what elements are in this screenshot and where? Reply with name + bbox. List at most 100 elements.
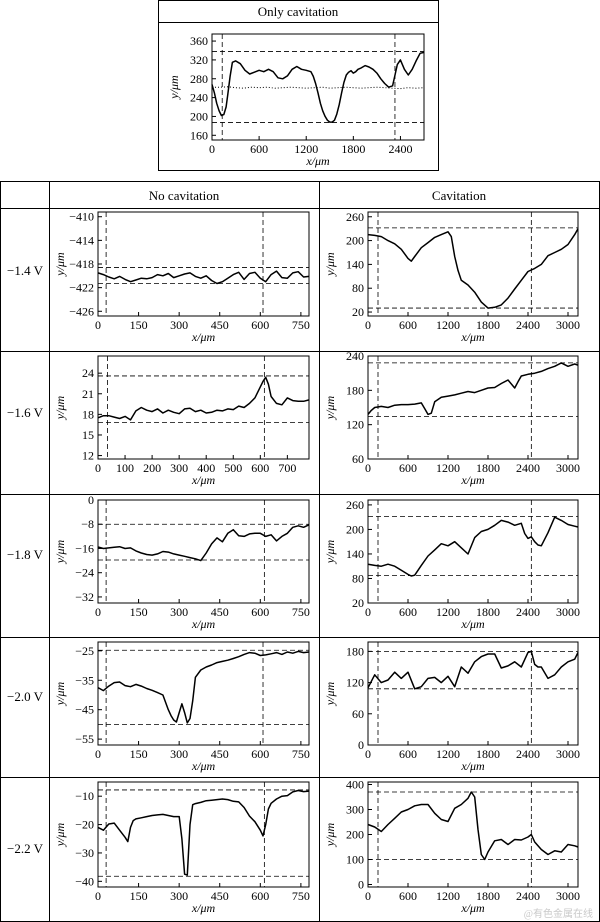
y-tick-label: 60: [352, 707, 364, 721]
x-tick-label: 0: [365, 605, 371, 619]
y-tick-label: 240: [346, 349, 364, 363]
x-tick-label: 450: [211, 318, 229, 332]
x-tick-label: 700: [278, 461, 296, 475]
x-axis-label: x/μm: [460, 473, 485, 487]
chart-c-2.0: 0 600 1200 1800 2400 3000 0 60 120 180 x/μm y/μm: [323, 641, 580, 773]
x-tick-label: 1800: [476, 318, 500, 332]
x-tick-label: 150: [130, 605, 148, 619]
x-tick-label: 2400: [516, 747, 540, 761]
y-tick-label: −32: [75, 590, 94, 604]
x-tick-label: 2400: [388, 142, 412, 156]
x-tick-label: 600: [251, 605, 269, 619]
y-tick-label: 140: [346, 547, 364, 561]
charts: 0 600 1200 1800 2400160200240280320360x/μmy/…: [53, 33, 580, 916]
plot-frame: [97, 781, 310, 888]
y-axis-label: y/μm: [53, 681, 67, 706]
x-tick-label: 1200: [294, 142, 318, 156]
x-axis-label: x/μm: [191, 330, 216, 344]
chart-c-2.2: 0 600 1200 1800 2400 3000 0 100 200 300 400 x/μm y/μ…: [323, 778, 580, 916]
x-tick-label: 600: [251, 889, 269, 903]
x-axis-label: x/μm: [191, 617, 216, 631]
x-tick-label: 2400: [516, 318, 540, 332]
series-line-0: [367, 362, 579, 416]
plot-frame: [97, 355, 310, 460]
x-tick-label: 2400: [516, 889, 540, 903]
y-tick-label: −10: [75, 789, 94, 803]
y-tick-label: 400: [346, 778, 364, 792]
x-tick-label: 0: [365, 461, 371, 475]
y-tick-label: 300: [346, 803, 364, 817]
y-tick-label: −422: [69, 281, 94, 295]
x-tick-label: 0: [365, 318, 371, 332]
chart-c-1.6: 0 600 1200 1800 2400 3000 60 120 180 240 x/μm y/μm: [323, 349, 580, 487]
y-tick-label: 120: [346, 676, 364, 690]
y-tick-label: 0: [358, 738, 364, 752]
y-tick-label: 320: [190, 53, 208, 67]
y-tick-label: −410: [69, 210, 94, 224]
y-tick-label: 180: [346, 644, 364, 658]
x-tick-label: 1200: [436, 318, 460, 332]
y-axis-label: y/μm: [323, 252, 337, 277]
x-tick-label: 500: [224, 461, 242, 475]
x-tick-label: 600: [251, 461, 269, 475]
x-tick-label: 600: [399, 318, 417, 332]
x-tick-label: 750: [292, 318, 310, 332]
chart-nc-1.6: 0 100 200 300 400 500 600 700 12 15 18 21 24 x/μm y/μm: [53, 355, 310, 487]
x-tick-label: 150: [130, 889, 148, 903]
y-tick-label: 240: [190, 91, 208, 105]
y-tick-label: 200: [346, 234, 364, 248]
y-tick-label: 260: [346, 210, 364, 224]
x-tick-label: 300: [170, 889, 188, 903]
plot-frame: [97, 641, 310, 746]
watermark: @有色金属在线: [524, 907, 593, 920]
y-tick-label: −8: [81, 517, 94, 531]
chart-c-1.8: 0 600 1200 1800 2400 3000 20 80 140 200 260 x/μm y/μ…: [323, 498, 580, 631]
col-header-cavitation: Cavitation: [432, 188, 487, 203]
top-panel-frame: [158, 0, 439, 171]
y-axis-label: y/μm: [323, 681, 337, 706]
top-panel: Only cavitation: [158, 0, 439, 171]
x-tick-label: 1800: [476, 889, 500, 903]
x-axis-label: x/μm: [191, 473, 216, 487]
y-tick-label: −30: [75, 846, 94, 860]
x-tick-label: 1800: [476, 605, 500, 619]
series-line-0: [367, 791, 579, 861]
chart-only-cavitation: 0 600 1200 1800 2400 160 200 240 280 320 360 x/μm y/…: [167, 33, 425, 168]
x-tick-label: 450: [211, 747, 229, 761]
y-tick-label: 140: [346, 257, 364, 271]
plot-frame: [367, 641, 579, 746]
y-axis-label: y/μm: [53, 822, 67, 847]
series-line-0: [97, 650, 310, 724]
top-panel-title: Only cavitation: [258, 4, 339, 19]
x-tick-label: 600: [250, 142, 268, 156]
x-tick-label: 750: [292, 605, 310, 619]
y-tick-label: 120: [346, 418, 364, 432]
series-line-0: [97, 789, 310, 876]
x-tick-label: 0: [95, 461, 101, 475]
x-tick-label: 600: [399, 747, 417, 761]
row-label-5: −2.2 V: [7, 841, 44, 856]
x-axis-label: x/μm: [191, 759, 216, 773]
y-tick-label: 20: [352, 305, 364, 319]
y-tick-label: −16: [75, 541, 94, 555]
x-tick-label: 150: [130, 747, 148, 761]
x-tick-label: 3000: [556, 889, 580, 903]
y-tick-label: 200: [346, 828, 364, 842]
chart-nc-2.2: 0 150 300 450 600 750 −10 −20 −30 −40 x/μm y/μm: [53, 781, 310, 915]
y-tick-label: −45: [75, 703, 94, 717]
y-tick-label: 260: [346, 498, 364, 512]
y-tick-label: 200: [346, 522, 364, 536]
plot-frame: [97, 211, 310, 317]
x-tick-label: 300: [170, 318, 188, 332]
series-line-0: [367, 228, 579, 309]
x-tick-label: 0: [95, 889, 101, 903]
x-tick-label: 0: [95, 318, 101, 332]
series-line-0: [97, 524, 310, 562]
x-tick-label: 1800: [341, 142, 365, 156]
x-axis-label: x/μm: [460, 617, 485, 631]
x-tick-label: 0: [95, 747, 101, 761]
plot-frame: [367, 355, 579, 460]
x-tick-label: 750: [292, 747, 310, 761]
x-axis-label: x/μm: [460, 330, 485, 344]
y-tick-label: 360: [190, 34, 208, 48]
